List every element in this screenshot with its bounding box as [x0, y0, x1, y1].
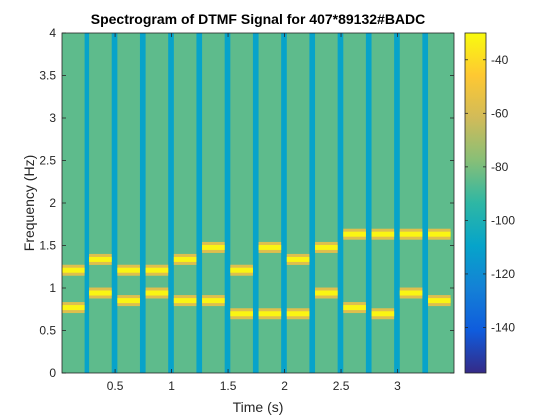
- low-tone-band: [371, 311, 395, 317]
- silence-gap: [394, 33, 400, 373]
- x-tick-label: 0.5: [107, 379, 124, 393]
- x-tick-label: 3: [394, 379, 401, 393]
- silence-gap: [252, 33, 259, 373]
- chart-title: Spectrogram of DTMF Signal for 407*89132…: [91, 11, 426, 27]
- low-tone-band: [258, 311, 282, 317]
- low-tone-band: [89, 290, 112, 296]
- y-tick-label: 0: [49, 366, 56, 380]
- y-tick-label: 1.5: [39, 239, 56, 253]
- low-tone-band: [286, 311, 310, 317]
- plot-area: [62, 33, 454, 373]
- low-tone-band: [428, 298, 451, 304]
- y-tick-label: 1: [49, 281, 56, 295]
- y-tick-label: 0.5: [39, 324, 56, 338]
- low-tone-band: [145, 290, 169, 296]
- silence-gap: [337, 33, 344, 373]
- high-tone-band: [173, 256, 197, 262]
- low-tone-band: [399, 290, 423, 296]
- y-tick-label: 3.5: [39, 69, 56, 83]
- low-tone-band: [202, 298, 225, 304]
- silence-gap: [365, 33, 372, 373]
- y-axis-label: Frequency (Hz): [21, 155, 37, 251]
- high-tone-band: [202, 244, 225, 250]
- high-tone-band: [371, 231, 395, 237]
- silence-gap: [281, 33, 287, 373]
- x-tick-label: 2.5: [333, 379, 350, 393]
- x-tick-label: 2: [281, 379, 288, 393]
- colorbar-tick-label: -140: [491, 320, 515, 334]
- colorbar-tick-label: -60: [491, 106, 509, 120]
- high-tone-band: [89, 256, 112, 262]
- low-tone-band: [315, 290, 338, 296]
- high-tone-band: [117, 267, 140, 273]
- y-tick-label: 2: [49, 196, 56, 210]
- colorbar-tick-label: -80: [491, 160, 509, 174]
- high-tone-band: [399, 231, 423, 237]
- high-tone-band: [258, 244, 282, 250]
- high-tone-band: [286, 256, 310, 262]
- high-tone-band: [315, 244, 338, 250]
- silence-gap: [139, 33, 146, 373]
- colorbar-gradient: [464, 32, 487, 374]
- low-tone-band: [62, 305, 85, 311]
- low-tone-band: [343, 305, 366, 311]
- silence-gap: [196, 33, 203, 373]
- colorbar-tick-label: -100: [491, 213, 515, 227]
- high-tone-band: [428, 231, 451, 237]
- y-tick-label: 3: [49, 111, 56, 125]
- colorbar: -140 -120 -100 -80 -60 -40: [464, 32, 515, 374]
- x-axis-label: Time (s): [233, 399, 284, 415]
- y-tick-label: 4: [49, 26, 56, 40]
- x-tick-label: 1.5: [220, 379, 237, 393]
- colorbar-tick-label: -40: [491, 53, 509, 67]
- low-tone-band: [230, 311, 253, 317]
- silence-gap: [422, 33, 429, 373]
- silence-gap: [168, 33, 174, 373]
- silence-gap: [224, 33, 231, 373]
- high-tone-band: [343, 231, 366, 237]
- high-tone-band: [62, 267, 85, 273]
- colorbar-tick-label: -120: [491, 267, 515, 281]
- low-tone-band: [117, 298, 140, 304]
- silence-gap: [84, 33, 90, 373]
- silence-gap: [309, 33, 316, 373]
- y-tick-label: 2.5: [39, 154, 56, 168]
- silence-gap: [111, 33, 118, 373]
- high-tone-band: [230, 267, 253, 273]
- low-tone-band: [173, 298, 197, 304]
- high-tone-band: [145, 267, 169, 273]
- x-tick-label: 1: [168, 379, 175, 393]
